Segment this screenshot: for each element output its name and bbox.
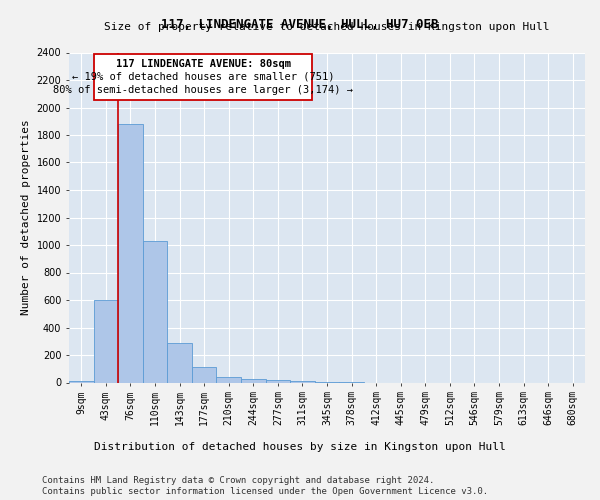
Text: Distribution of detached houses by size in Kingston upon Hull: Distribution of detached houses by size … xyxy=(94,442,506,452)
Bar xyxy=(192,366,217,382)
Bar xyxy=(69,381,94,382)
Bar xyxy=(266,380,290,382)
Y-axis label: Number of detached properties: Number of detached properties xyxy=(21,120,31,316)
Text: Contains HM Land Registry data © Crown copyright and database right 2024.: Contains HM Land Registry data © Crown c… xyxy=(42,476,434,485)
Title: Size of property relative to detached houses in Kingston upon Hull: Size of property relative to detached ho… xyxy=(104,22,550,32)
Bar xyxy=(94,300,118,382)
Bar xyxy=(241,379,266,382)
Text: 117, LINDENGATE AVENUE, HULL, HU7 0EB: 117, LINDENGATE AVENUE, HULL, HU7 0EB xyxy=(161,18,439,30)
Text: Contains public sector information licensed under the Open Government Licence v3: Contains public sector information licen… xyxy=(42,488,488,496)
Text: ← 19% of detached houses are smaller (751): ← 19% of detached houses are smaller (75… xyxy=(72,72,334,82)
Bar xyxy=(167,344,192,382)
Text: 117 LINDENGATE AVENUE: 80sqm: 117 LINDENGATE AVENUE: 80sqm xyxy=(116,59,290,69)
Bar xyxy=(118,124,143,382)
Bar xyxy=(217,377,241,382)
Text: 80% of semi-detached houses are larger (3,174) →: 80% of semi-detached houses are larger (… xyxy=(53,85,353,95)
Bar xyxy=(94,54,312,100)
Bar xyxy=(290,381,315,382)
Bar xyxy=(143,241,167,382)
